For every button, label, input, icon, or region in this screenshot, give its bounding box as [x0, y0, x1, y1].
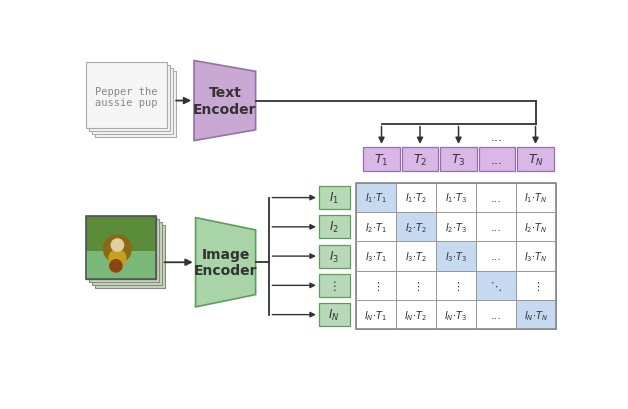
Text: $I_1{\cdot}T_3$: $I_1{\cdot}T_3$ — [445, 191, 467, 205]
Text: ...: ... — [491, 153, 503, 166]
FancyBboxPatch shape — [516, 300, 556, 329]
Text: $I_N{\cdot}T_N$: $I_N{\cdot}T_N$ — [524, 308, 548, 322]
FancyBboxPatch shape — [355, 184, 396, 213]
FancyBboxPatch shape — [476, 184, 516, 213]
Text: $I_1{\cdot}T_1$: $I_1{\cdot}T_1$ — [365, 191, 387, 205]
FancyBboxPatch shape — [319, 187, 350, 210]
FancyBboxPatch shape — [440, 147, 477, 172]
Text: $T_2$: $T_2$ — [413, 152, 427, 167]
FancyBboxPatch shape — [86, 251, 156, 279]
Text: $\vdots$: $\vdots$ — [412, 279, 420, 292]
FancyBboxPatch shape — [402, 147, 438, 172]
Polygon shape — [195, 218, 256, 307]
Text: $I_1{\cdot}T_N$: $I_1{\cdot}T_N$ — [524, 191, 548, 205]
Text: $I_3{\cdot}T_3$: $I_3{\cdot}T_3$ — [445, 249, 467, 263]
FancyBboxPatch shape — [476, 271, 516, 300]
Text: $\vdots$: $\vdots$ — [532, 279, 540, 292]
Text: $T_N$: $T_N$ — [528, 152, 543, 167]
FancyBboxPatch shape — [319, 216, 350, 239]
Text: $T_1$: $T_1$ — [374, 152, 389, 167]
FancyBboxPatch shape — [92, 222, 161, 285]
Text: $I_N{\cdot}T_2$: $I_N{\cdot}T_2$ — [404, 308, 427, 322]
FancyBboxPatch shape — [476, 242, 516, 271]
FancyBboxPatch shape — [396, 184, 436, 213]
Text: ...: ... — [490, 222, 501, 232]
FancyBboxPatch shape — [436, 271, 476, 300]
Text: Text
Encoder: Text Encoder — [193, 86, 257, 117]
FancyBboxPatch shape — [364, 147, 399, 172]
FancyBboxPatch shape — [355, 242, 396, 271]
FancyBboxPatch shape — [516, 213, 556, 242]
FancyBboxPatch shape — [516, 271, 556, 300]
FancyBboxPatch shape — [355, 213, 396, 242]
FancyBboxPatch shape — [89, 66, 170, 131]
Text: $I_1{\cdot}T_2$: $I_1{\cdot}T_2$ — [404, 191, 427, 205]
Circle shape — [109, 250, 126, 267]
Circle shape — [104, 236, 131, 263]
FancyBboxPatch shape — [319, 274, 350, 297]
Text: ⋮: ⋮ — [328, 279, 340, 292]
FancyBboxPatch shape — [86, 216, 156, 279]
FancyBboxPatch shape — [436, 184, 476, 213]
Circle shape — [110, 260, 122, 272]
Text: Pepper the
aussie pup: Pepper the aussie pup — [95, 86, 158, 108]
FancyBboxPatch shape — [92, 69, 173, 134]
FancyBboxPatch shape — [516, 242, 556, 271]
Circle shape — [111, 239, 124, 252]
FancyBboxPatch shape — [516, 184, 556, 213]
FancyBboxPatch shape — [86, 63, 167, 128]
FancyBboxPatch shape — [517, 147, 554, 172]
FancyBboxPatch shape — [89, 220, 159, 283]
Polygon shape — [194, 61, 256, 141]
Text: Image
Encoder: Image Encoder — [194, 247, 257, 278]
Text: $I_2{\cdot}T_N$: $I_2{\cdot}T_N$ — [524, 220, 548, 234]
FancyBboxPatch shape — [479, 147, 515, 172]
Text: ...: ... — [490, 310, 501, 320]
FancyBboxPatch shape — [95, 226, 165, 289]
FancyBboxPatch shape — [436, 213, 476, 242]
Text: $I_3{\cdot}T_1$: $I_3{\cdot}T_1$ — [365, 249, 387, 263]
FancyBboxPatch shape — [396, 271, 436, 300]
Text: $I_N{\cdot}T_1$: $I_N{\cdot}T_1$ — [364, 308, 387, 322]
Text: $T_3$: $T_3$ — [452, 152, 466, 167]
Text: $\vdots$: $\vdots$ — [452, 279, 460, 292]
Text: $I_3{\cdot}T_N$: $I_3{\cdot}T_N$ — [524, 249, 548, 263]
Text: $I_N{\cdot}T_3$: $I_N{\cdot}T_3$ — [444, 308, 467, 322]
Text: $I_2$: $I_2$ — [329, 220, 339, 235]
FancyBboxPatch shape — [396, 300, 436, 329]
Text: $I_3{\cdot}T_2$: $I_3{\cdot}T_2$ — [404, 249, 427, 263]
FancyBboxPatch shape — [319, 303, 350, 326]
Text: $I_2{\cdot}T_3$: $I_2{\cdot}T_3$ — [445, 220, 467, 234]
Text: $\ddots$: $\ddots$ — [490, 279, 502, 292]
Text: ...: ... — [490, 193, 501, 203]
Text: $I_2{\cdot}T_1$: $I_2{\cdot}T_1$ — [365, 220, 387, 234]
FancyBboxPatch shape — [95, 72, 176, 137]
FancyBboxPatch shape — [319, 245, 350, 268]
FancyBboxPatch shape — [355, 300, 396, 329]
Text: $I_1$: $I_1$ — [329, 191, 339, 206]
FancyBboxPatch shape — [396, 213, 436, 242]
FancyBboxPatch shape — [436, 242, 476, 271]
Text: $\vdots$: $\vdots$ — [372, 279, 380, 292]
Text: $I_N$: $I_N$ — [328, 307, 340, 322]
FancyBboxPatch shape — [476, 213, 516, 242]
FancyBboxPatch shape — [355, 271, 396, 300]
Text: ...: ... — [491, 130, 503, 144]
FancyBboxPatch shape — [436, 300, 476, 329]
FancyBboxPatch shape — [476, 300, 516, 329]
Text: $I_3$: $I_3$ — [329, 249, 339, 264]
Text: $I_2{\cdot}T_2$: $I_2{\cdot}T_2$ — [404, 220, 427, 234]
FancyBboxPatch shape — [396, 242, 436, 271]
Text: ...: ... — [490, 252, 501, 261]
